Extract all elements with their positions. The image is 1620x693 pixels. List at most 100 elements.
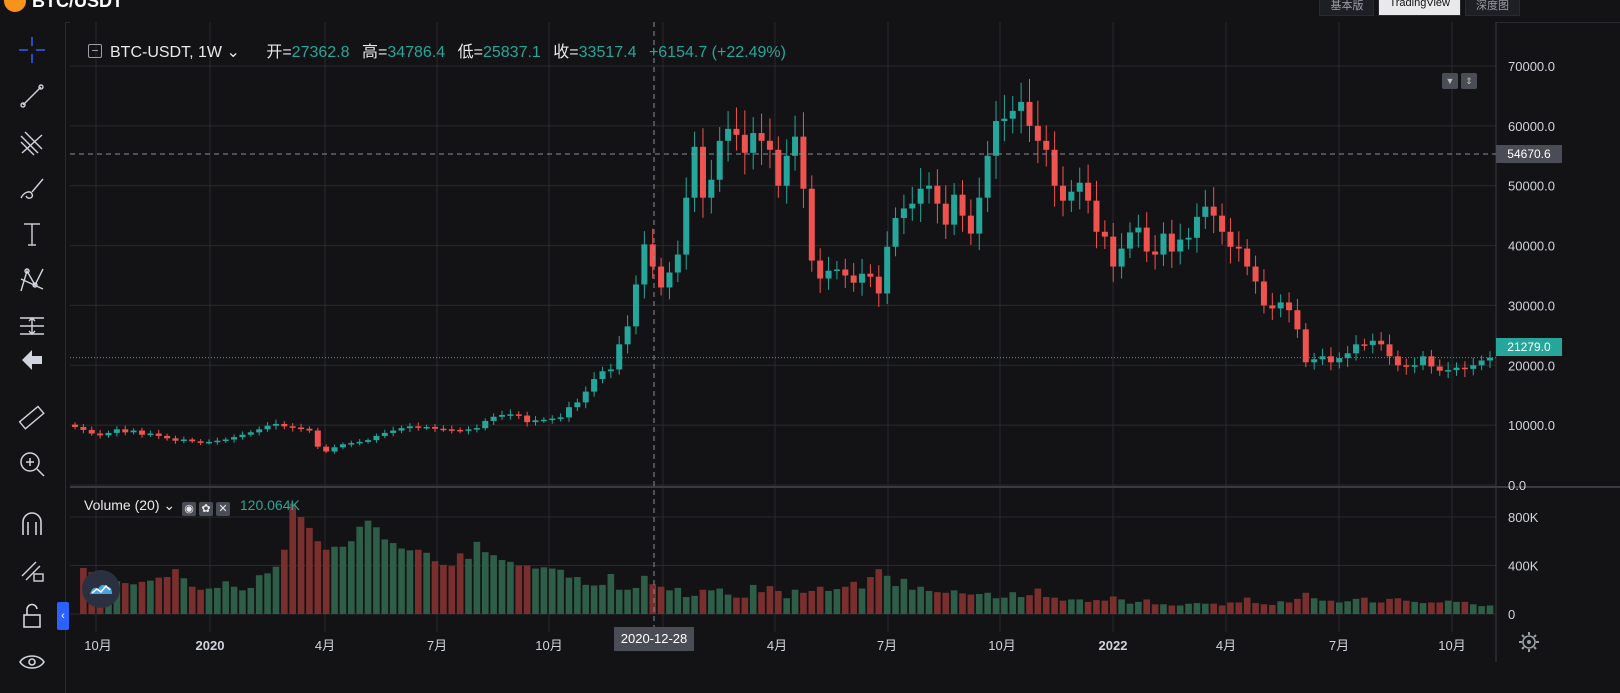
candle-body (900, 208, 907, 219)
back-arrow-icon[interactable] (12, 340, 52, 380)
time-tick-label: 2022 (1099, 638, 1128, 653)
volume-bar (1026, 595, 1033, 614)
remove-icon[interactable]: ✕ (216, 502, 230, 516)
candle-body (993, 121, 1000, 156)
volume-bar (147, 580, 154, 614)
pitchfork-tool-icon[interactable] (12, 122, 52, 162)
candle-body (105, 432, 112, 436)
volume-bar (1176, 605, 1184, 614)
candle-body (1210, 206, 1217, 216)
volume-bar (1160, 604, 1167, 614)
text-tool-icon[interactable] (12, 214, 52, 254)
chart-grid (70, 22, 1620, 662)
volume-bar (1059, 600, 1067, 614)
candle-body (1336, 358, 1343, 363)
volume-bar (264, 573, 271, 614)
volume-bar (808, 590, 816, 614)
candle-body (708, 179, 715, 198)
candle-body (339, 444, 346, 448)
volume-bar (984, 592, 991, 614)
settings-icon[interactable]: ✿ (199, 502, 213, 516)
volume-bar (908, 589, 916, 614)
candle-body (666, 272, 673, 288)
time-tick-label: 7月 (427, 638, 447, 653)
candle-body (976, 197, 983, 234)
ruler-tool-icon[interactable] (12, 398, 52, 438)
candle-body (298, 427, 305, 430)
tab-basic[interactable]: 基本版 (1319, 0, 1375, 16)
collapse-legend-icon[interactable] (88, 44, 102, 58)
tab-depth[interactable]: 深度图 (1465, 0, 1520, 16)
high-value: 34786.4 (387, 44, 446, 61)
volume-bar (1453, 601, 1460, 614)
volume-bar (1068, 599, 1075, 614)
crosshair-tool-icon[interactable] (12, 30, 52, 70)
zoom-in-icon[interactable] (12, 444, 52, 484)
time-tick-label: 7月 (1329, 638, 1349, 653)
scale-down-icon[interactable]: ▼ (1442, 73, 1458, 89)
candle-body (674, 254, 681, 273)
symbol-title[interactable]: BTC/USDT (32, 0, 123, 11)
volume-bar (1478, 606, 1485, 614)
candle-body (1277, 302, 1284, 309)
magnet-icon[interactable] (12, 504, 52, 544)
interval-chevron-icon[interactable]: ⌄ (226, 44, 240, 61)
brush-tool-icon[interactable] (12, 168, 52, 208)
candle-body (373, 435, 380, 441)
candle-body (1076, 182, 1083, 192)
candle-body (733, 128, 740, 135)
candle-body (1143, 227, 1150, 252)
candle-body (289, 426, 296, 428)
visibility-icon[interactable]: ◉ (182, 502, 196, 516)
volume-bar (1386, 598, 1393, 614)
volume-bar (389, 543, 397, 614)
volume-bar (615, 589, 623, 614)
candle-body (599, 371, 606, 380)
chart-settings-gear-icon[interactable] (1518, 631, 1540, 653)
candle-body (1059, 185, 1066, 201)
pattern-tool-icon[interactable] (12, 260, 52, 300)
candle-body (256, 429, 263, 433)
candle-body (842, 269, 849, 276)
collapse-toolbar-button[interactable]: ‹ (57, 602, 69, 630)
candle-body (348, 443, 355, 445)
candle-body (1126, 232, 1133, 249)
scale-up-icon[interactable]: ⇕ (1461, 73, 1477, 89)
candle-body (607, 369, 614, 372)
volume-bar (448, 566, 456, 614)
volume-chevron-icon[interactable]: ⌄ (163, 497, 179, 513)
volume-bar (163, 577, 171, 614)
trend-line-tool-icon[interactable] (12, 76, 52, 116)
eye-icon[interactable] (12, 642, 52, 682)
volume-bar (1461, 601, 1469, 614)
volume-bar (925, 590, 933, 614)
unlock-icon[interactable] (12, 596, 52, 636)
tab-tradingview[interactable]: TradingView (1378, 0, 1461, 16)
tradingview-logo-icon[interactable] (82, 570, 120, 608)
volume-bar (867, 577, 874, 614)
candle-body (658, 266, 665, 288)
volume-bar (783, 598, 790, 614)
volume-bar (1218, 605, 1226, 614)
candle-body (967, 215, 974, 234)
volume-bar (917, 586, 924, 614)
volume-title[interactable]: Volume (20) (84, 497, 160, 513)
candle-body (1369, 340, 1376, 345)
candle-body (934, 185, 941, 204)
measure-tool-icon[interactable] (12, 306, 52, 346)
volume-bar (1361, 597, 1368, 614)
candle-body (574, 402, 581, 408)
candle-body (1168, 233, 1175, 252)
candle-body (1193, 216, 1200, 238)
price-tick-label: 20000.0 (1508, 358, 1555, 373)
candle-body (649, 244, 656, 267)
lock-drawing-icon[interactable] (12, 550, 52, 590)
candle-body (515, 414, 522, 416)
volume-bar (791, 589, 799, 614)
candle-body (540, 419, 547, 422)
candle-body (247, 432, 254, 435)
candle-body (1311, 359, 1318, 363)
candle-body (1319, 356, 1326, 360)
symbol-interval[interactable]: BTC-USDT, 1W (110, 44, 222, 61)
